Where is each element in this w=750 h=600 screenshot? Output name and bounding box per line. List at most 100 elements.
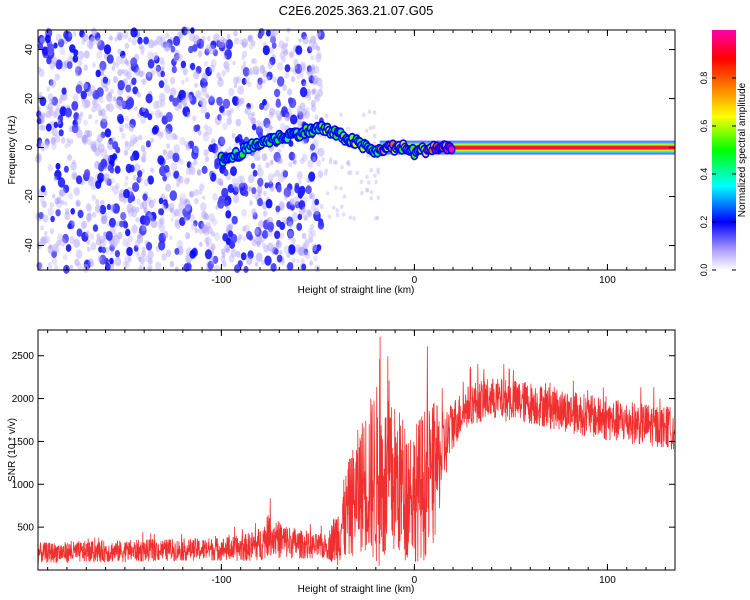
noise-speckle	[210, 231, 216, 237]
noise-speckle	[56, 199, 63, 209]
noise-speckle	[150, 111, 154, 116]
noise-speckle	[137, 170, 143, 178]
noise-speckle	[36, 152, 42, 160]
noise-speckle	[132, 182, 140, 193]
noise-speckle	[125, 261, 130, 269]
noise-speckle	[73, 187, 80, 196]
noise-speckle	[269, 34, 276, 44]
noise-speckle	[86, 212, 93, 222]
noise-speckle	[54, 243, 58, 249]
noise-speckle	[312, 88, 317, 94]
noise-speckle	[112, 76, 119, 84]
noise-speckle	[294, 244, 302, 253]
noise-speckle	[122, 30, 129, 39]
noise-speckle	[181, 79, 185, 85]
noise-speckle	[273, 151, 281, 163]
noise-speckle	[141, 246, 146, 253]
noise-speckle	[171, 133, 177, 140]
noise-speckle	[81, 134, 89, 144]
noise-speckle	[217, 114, 222, 121]
noise-speckle	[207, 260, 214, 270]
noise-speckle	[85, 230, 90, 237]
colorbar-label: Normalized spectral amplitude	[737, 82, 748, 217]
noise-speckle	[105, 231, 113, 241]
noise-speckle	[276, 239, 280, 246]
noise-speckle	[249, 66, 256, 76]
noise-speckle	[275, 205, 281, 213]
noise-speckle	[217, 198, 225, 209]
noise-speckle	[203, 130, 208, 137]
noise-speckle	[68, 32, 72, 38]
noise-speckle	[237, 85, 245, 95]
noise-speckle	[41, 200, 47, 208]
noise-speckle	[179, 197, 184, 204]
noise-speckle	[71, 173, 76, 180]
noise-speckle	[100, 118, 108, 129]
noise-speckle	[262, 45, 270, 56]
noise-speckle	[300, 258, 305, 265]
noise-speckle	[221, 248, 226, 255]
noise-speckle	[83, 259, 91, 270]
noise-speckle	[120, 99, 127, 108]
noise-speckle	[303, 248, 309, 256]
noise-speckle	[284, 64, 291, 73]
noise-speckle	[289, 203, 295, 211]
noise-speckle	[314, 78, 319, 84]
noise-speckle	[162, 205, 166, 211]
noise-speckle	[279, 51, 286, 60]
noise-speckle	[161, 40, 168, 49]
noise-speckle	[64, 201, 68, 207]
chart-title: C2E6.2025.363.21.07.G05	[279, 3, 434, 18]
noise-speckle	[41, 46, 49, 56]
noise-speckle	[225, 210, 232, 219]
noise-speckle	[256, 240, 261, 247]
noise-speckle	[127, 97, 134, 107]
noise-speckle	[296, 74, 301, 80]
noise-speckle	[275, 99, 282, 108]
carrier-band	[379, 146, 675, 149]
noise-speckle	[84, 169, 91, 178]
noise-speckle	[200, 222, 206, 229]
noise-speckle	[65, 244, 72, 252]
noise-speckle	[95, 237, 102, 246]
noise-speckle	[243, 190, 249, 197]
noise-speckle	[347, 162, 351, 167]
noise-speckle	[59, 94, 64, 100]
noise-speckle	[279, 232, 285, 240]
noise-speckle	[201, 195, 206, 200]
noise-speckle	[131, 206, 136, 212]
noise-speckle	[132, 86, 138, 95]
noise-speckle	[290, 114, 298, 125]
noise-speckle	[46, 56, 52, 65]
noise-speckle	[127, 208, 134, 217]
noise-speckle	[83, 81, 91, 93]
noise-speckle	[262, 99, 267, 106]
noise-speckle	[137, 234, 141, 240]
noise-speckle	[297, 179, 302, 185]
noise-speckle	[174, 135, 179, 140]
noise-speckle	[221, 187, 229, 198]
noise-speckle	[287, 230, 294, 238]
noise-speckle	[99, 199, 105, 207]
noise-speckle	[312, 80, 317, 86]
noise-speckle	[100, 108, 106, 117]
noise-speckle	[185, 232, 191, 240]
noise-speckle	[206, 226, 213, 235]
noise-speckle	[365, 187, 370, 192]
noise-speckle	[39, 96, 47, 107]
noise-speckle	[38, 68, 45, 78]
noise-speckle	[176, 239, 184, 250]
noise-speckle	[70, 161, 77, 171]
noise-speckle	[182, 68, 188, 76]
noise-speckle	[259, 65, 266, 74]
noise-speckle	[120, 211, 127, 221]
noise-speckle	[153, 100, 160, 110]
noise-speckle	[134, 136, 139, 143]
noise-speckle	[44, 231, 48, 236]
noise-speckle	[298, 38, 302, 43]
noise-speckle	[177, 53, 183, 62]
noise-speckle	[47, 207, 54, 217]
noise-speckle	[257, 77, 263, 86]
noise-speckle	[89, 261, 95, 268]
noise-speckle	[123, 68, 129, 77]
